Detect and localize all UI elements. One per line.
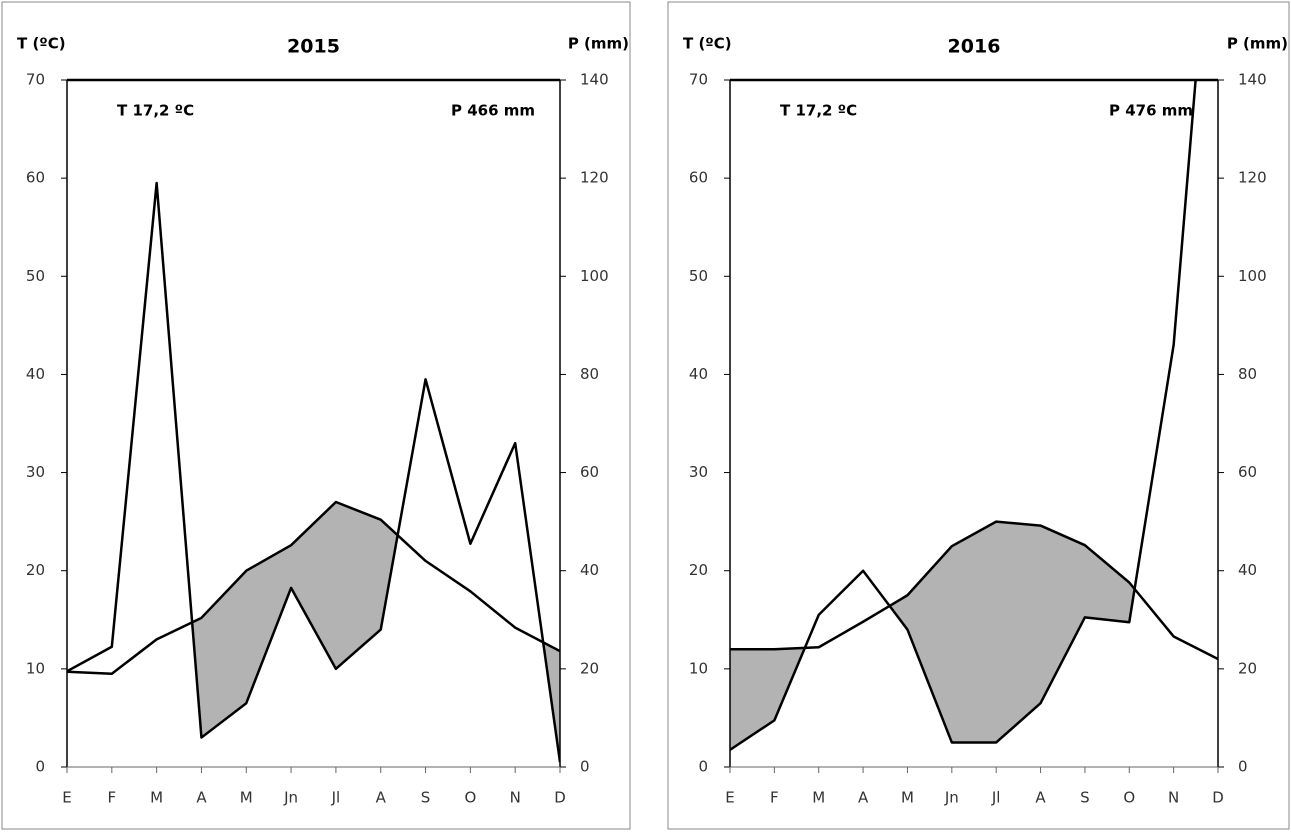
y2-tick-label: 60	[1238, 463, 1257, 481]
y2-axis-label: P (mm)	[568, 35, 629, 53]
annotation: T 17,2 ºC	[780, 102, 857, 120]
x-tick-label: N	[1168, 789, 1179, 807]
precipitation-line	[67, 181, 560, 763]
y-tick-label: 0	[35, 758, 45, 776]
y-tick-label: 50	[689, 267, 708, 285]
x-tick-label: M	[812, 789, 825, 807]
x-tick-label: Jl	[991, 789, 1001, 807]
y-tick-label: 10	[26, 659, 45, 677]
x-tick-label: N	[510, 789, 521, 807]
y-axis-label: T (ºC)	[17, 35, 66, 53]
annotation: P 476 mm	[1109, 102, 1193, 120]
x-tick-label: M	[240, 789, 253, 807]
y2-tick-label: 40	[580, 561, 599, 579]
panel-frame	[1, 1, 631, 830]
x-tick-label: M	[901, 789, 914, 807]
y2-tick-label: 20	[580, 659, 599, 677]
dry-period-area	[730, 521, 1218, 750]
x-tick-label: M	[150, 789, 163, 807]
y2-tick-label: 80	[580, 365, 599, 383]
y-tick-label: 20	[26, 561, 45, 579]
y-tick-label: 60	[26, 169, 45, 187]
x-tick-label: E	[62, 789, 71, 807]
y-tick-label: 0	[698, 758, 708, 776]
x-tick-label: E	[725, 789, 734, 807]
y2-tick-label: 0	[580, 758, 590, 776]
y2-tick-label: 140	[1238, 71, 1267, 89]
x-tick-label: S	[1080, 789, 1090, 807]
plot-area	[67, 181, 560, 763]
y2-tick-label: 40	[1238, 561, 1257, 579]
temperature-line	[730, 520, 1218, 661]
x-tick-label: A	[376, 789, 387, 807]
y-tick-label: 60	[689, 169, 708, 187]
x-tick-label: O	[1123, 789, 1135, 807]
y-tick-label: 70	[689, 71, 708, 89]
dry-group	[67, 502, 560, 763]
dry-group	[730, 521, 1218, 750]
precipitation-line	[730, 80, 1197, 751]
x-tick-label: A	[1035, 789, 1046, 807]
y2-tick-label: 100	[580, 267, 609, 285]
y2-tick-label: 120	[580, 169, 609, 187]
annotation: T 17,2 ºC	[117, 102, 194, 120]
y-tick-label: 20	[689, 561, 708, 579]
x-tick-label: Jn	[944, 789, 959, 807]
chart-panel: 0 10 20 30 40 50 60 70 0 20 40 60 80 100 120 140 E F M A M Jn…	[1, 1, 631, 830]
x-tick-label: D	[1212, 789, 1224, 807]
x-tick-label: A	[858, 789, 869, 807]
y2-tick-label: 60	[580, 463, 599, 481]
y-tick-label: 40	[26, 365, 45, 383]
x-tick-label: S	[421, 789, 431, 807]
y2-tick-label: 80	[1238, 365, 1257, 383]
y-tick-label: 40	[689, 365, 708, 383]
y2-tick-label: 0	[1238, 758, 1248, 776]
y-tick-label: 70	[26, 71, 45, 89]
y2-tick-label: 20	[1238, 659, 1257, 677]
chart-panel: 0 10 20 30 40 50 60 70 0 20 40 60 80 100 120 140 E F M A M Jn…	[667, 1, 1290, 830]
y-tick-label: 30	[26, 463, 45, 481]
temperature-line	[67, 500, 560, 676]
y2-tick-label: 120	[1238, 169, 1267, 187]
y2-tick-label: 140	[580, 71, 609, 89]
annotation: P 466 mm	[451, 102, 535, 120]
y-axis-label: T (ºC)	[683, 35, 732, 53]
x-tick-label: A	[196, 789, 207, 807]
chart-title: 2015	[287, 36, 340, 58]
y-tick-label: 10	[689, 659, 708, 677]
y2-axis-label: P (mm)	[1227, 35, 1288, 53]
x-tick-label: O	[464, 789, 476, 807]
x-tick-label: Jl	[331, 789, 341, 807]
x-tick-label: F	[770, 789, 779, 807]
x-tick-label: F	[107, 789, 116, 807]
y-tick-label: 50	[26, 267, 45, 285]
dry-period-area	[67, 502, 560, 763]
y2-tick-label: 100	[1238, 267, 1267, 285]
chart-title: 2016	[948, 36, 1001, 58]
panel-frame	[667, 1, 1290, 830]
x-tick-label: Jn	[283, 789, 298, 807]
y-tick-label: 30	[689, 463, 708, 481]
x-tick-label: D	[554, 789, 566, 807]
